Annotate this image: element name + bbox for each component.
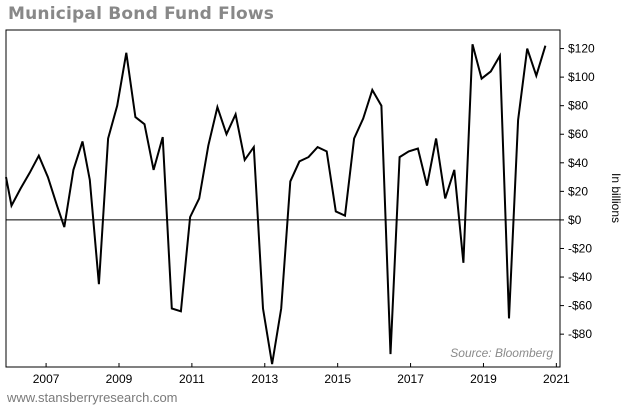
y-tick-label: $40 bbox=[568, 156, 588, 170]
y-tick-label: $100 bbox=[568, 70, 595, 84]
x-tick-label: 2017 bbox=[397, 372, 424, 386]
y-tick-label: -$20 bbox=[568, 241, 592, 255]
x-tick-label: 2019 bbox=[470, 372, 497, 386]
y-tick-label: -$60 bbox=[568, 299, 592, 313]
x-tick-label: 2021 bbox=[543, 372, 570, 386]
series-line bbox=[5, 44, 547, 365]
y-tick-label: $0 bbox=[568, 213, 582, 227]
y-tick-label: $20 bbox=[568, 184, 588, 198]
plot-area-frame bbox=[5, 29, 561, 368]
y-axis: $120 $100 $80 $60 $40 $20 $0 -$20 -$40 -$60 -$80 bbox=[560, 42, 595, 341]
y-tick-label: -$80 bbox=[568, 327, 592, 341]
y-tick-label: $120 bbox=[568, 42, 595, 56]
x-axis: 2007 2009 2011 2013 2015 2017 2019 2021 bbox=[33, 363, 570, 386]
y-tick-label: $60 bbox=[568, 127, 588, 141]
x-tick-label: 2007 bbox=[33, 372, 60, 386]
x-tick-label: 2013 bbox=[251, 372, 278, 386]
x-tick-label: 2011 bbox=[179, 372, 205, 386]
x-tick-label: 2009 bbox=[106, 372, 133, 386]
x-tick-label: 2015 bbox=[324, 372, 351, 386]
y-axis-label: In billions bbox=[609, 173, 623, 223]
footer-url: www.stansberryresearch.com bbox=[7, 390, 178, 405]
y-tick-label: -$40 bbox=[568, 270, 592, 284]
chart-title: Municipal Bond Fund Flows bbox=[8, 4, 275, 24]
source-annotation: Source: Bloomberg bbox=[450, 346, 553, 360]
y-tick-label: $80 bbox=[568, 99, 588, 113]
